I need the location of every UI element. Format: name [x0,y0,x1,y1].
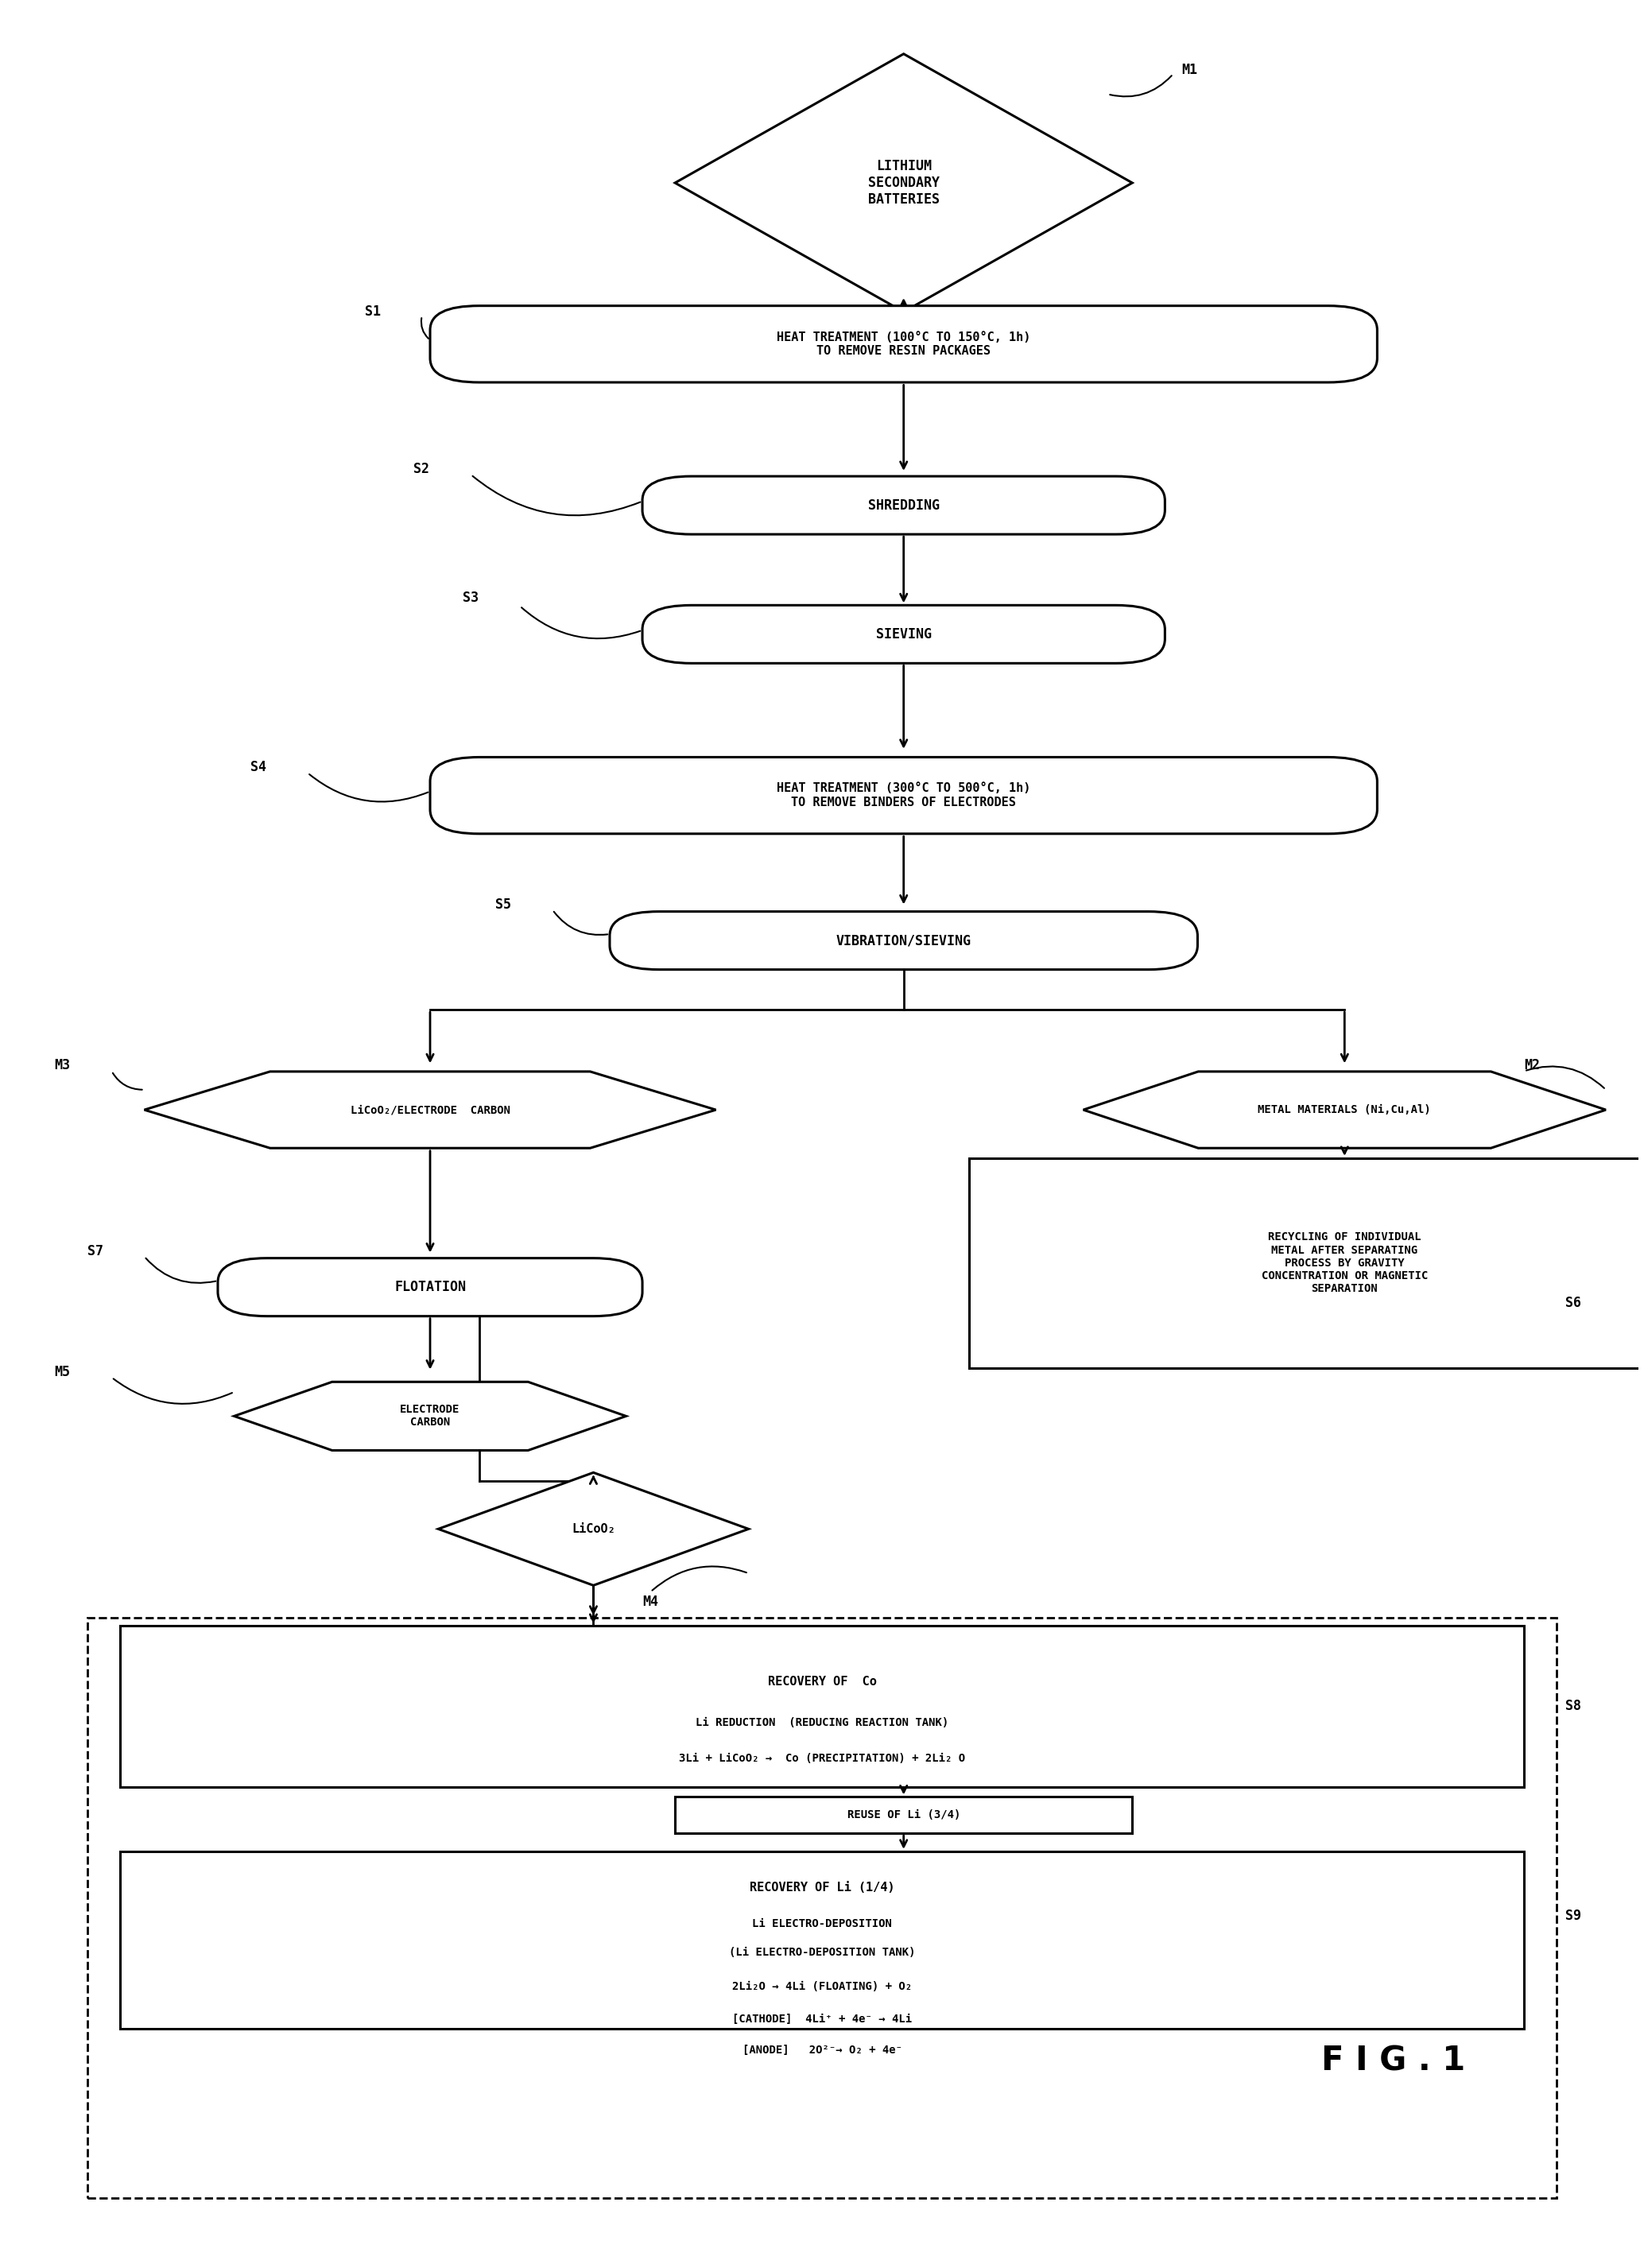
FancyBboxPatch shape [431,306,1378,383]
Text: VIBRATION/SIEVING: VIBRATION/SIEVING [837,934,972,948]
Polygon shape [145,1070,715,1148]
FancyBboxPatch shape [217,1259,643,1315]
Text: FLOTATION: FLOTATION [395,1279,465,1295]
Text: M3: M3 [54,1059,71,1073]
Text: M5: M5 [54,1365,71,1379]
Polygon shape [676,54,1133,311]
Text: M4: M4 [643,1594,658,1608]
Text: SHREDDING: SHREDDING [868,499,939,513]
Text: 3Li + LiCoO₂ →  Co (PRECIPITATION) + 2Li₂ O: 3Li + LiCoO₂ → Co (PRECIPITATION) + 2Li₂… [679,1753,965,1765]
Text: ELECTRODE
CARBON: ELECTRODE CARBON [399,1404,460,1429]
Text: [ANODE]   2O²⁻→ O₂ + 4e⁻: [ANODE] 2O²⁻→ O₂ + 4e⁻ [741,2046,903,2057]
FancyBboxPatch shape [87,1617,1557,2198]
Text: [CATHODE]  4Li⁺ + 4e⁻ → 4Li: [CATHODE] 4Li⁺ + 4e⁻ → 4Li [732,2014,912,2025]
FancyBboxPatch shape [676,1796,1133,1833]
Text: Li ELECTRO-DEPOSITION: Li ELECTRO-DEPOSITION [751,1919,893,1930]
Text: S5: S5 [495,898,511,912]
FancyBboxPatch shape [120,1851,1524,2028]
FancyBboxPatch shape [643,476,1166,535]
Text: RECOVERY OF  Co: RECOVERY OF Co [768,1676,876,1687]
Text: REUSE OF Li (3/4): REUSE OF Li (3/4) [847,1810,960,1821]
Text: RECOVERY OF Li (1/4): RECOVERY OF Li (1/4) [750,1882,894,1894]
FancyBboxPatch shape [643,606,1166,662]
Text: M1: M1 [1182,64,1197,77]
Text: HEAT TREATMENT (100°C TO 150°C, 1h)
TO REMOVE RESIN PACKAGES: HEAT TREATMENT (100°C TO 150°C, 1h) TO R… [776,331,1031,356]
Text: S1: S1 [365,304,381,320]
Text: RECYCLING OF INDIVIDUAL
METAL AFTER SEPARATING
PROCESS BY GRAVITY
CONCENTRATION : RECYCLING OF INDIVIDUAL METAL AFTER SEPA… [1261,1232,1427,1295]
Text: LITHIUM
SECONDARY
BATTERIES: LITHIUM SECONDARY BATTERIES [868,159,939,206]
FancyBboxPatch shape [431,758,1378,835]
FancyBboxPatch shape [610,912,1197,968]
Text: LiCoO₂/ELECTRODE  CARBON: LiCoO₂/ELECTRODE CARBON [350,1105,510,1116]
Polygon shape [233,1381,626,1449]
Polygon shape [439,1472,748,1585]
Text: HEAT TREATMENT (300°C TO 500°C, 1h)
TO REMOVE BINDERS OF ELECTRODES: HEAT TREATMENT (300°C TO 500°C, 1h) TO R… [776,782,1031,807]
Text: LiCoO₂: LiCoO₂ [572,1524,615,1535]
Text: Li REDUCTION  (REDUCING REACTION TANK): Li REDUCTION (REDUCING REACTION TANK) [695,1717,949,1728]
Text: S7: S7 [87,1243,104,1259]
Text: F I G . 1: F I G . 1 [1322,2043,1465,2077]
FancyBboxPatch shape [968,1159,1644,1368]
Text: S4: S4 [250,760,266,773]
Polygon shape [1083,1070,1606,1148]
Text: (Li ELECTRO-DEPOSITION TANK): (Li ELECTRO-DEPOSITION TANK) [728,1946,916,1957]
Text: S2: S2 [414,463,429,476]
Text: METAL MATERIALS (Ni,Cu,Al): METAL MATERIALS (Ni,Cu,Al) [1258,1105,1430,1116]
Text: M2: M2 [1524,1059,1540,1073]
FancyBboxPatch shape [120,1626,1524,1787]
Text: S8: S8 [1565,1699,1582,1712]
Text: S6: S6 [1565,1295,1582,1311]
Text: S9: S9 [1565,1910,1582,1923]
Text: S3: S3 [462,592,478,606]
Text: 2Li₂O → 4Li (FLOATING) + O₂: 2Li₂O → 4Li (FLOATING) + O₂ [732,1982,912,1991]
Text: SIEVING: SIEVING [876,626,932,642]
